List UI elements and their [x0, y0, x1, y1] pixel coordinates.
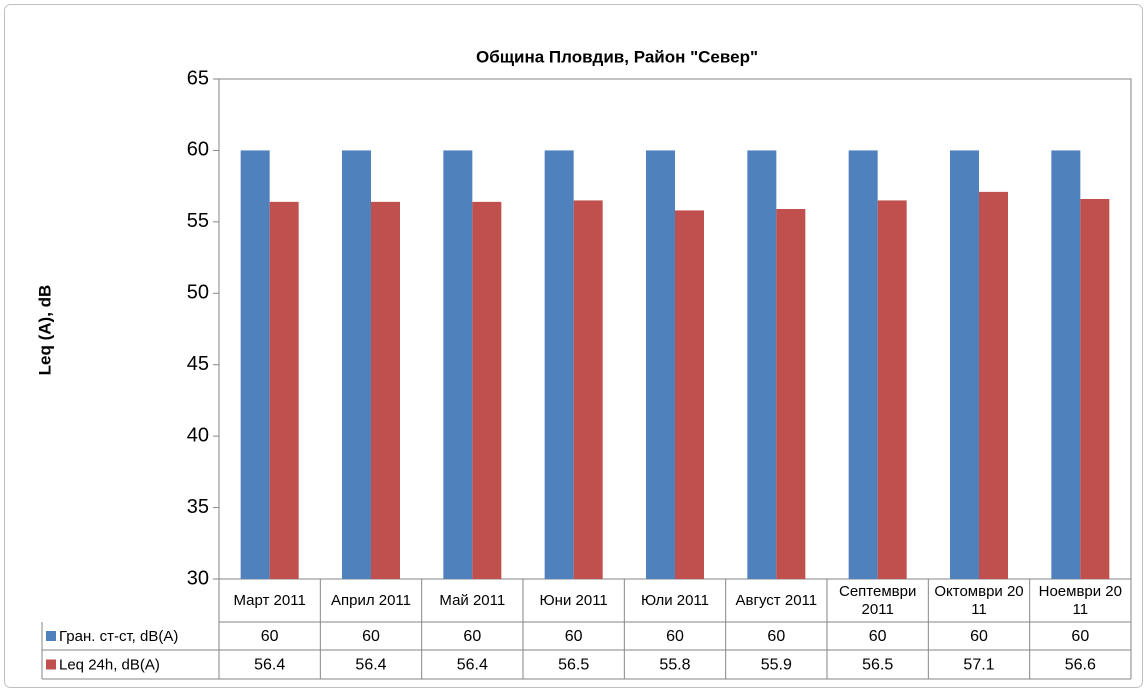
bar: [573, 200, 603, 579]
x-tick-label: Октомври 2011: [934, 582, 1024, 618]
bar: [269, 201, 299, 579]
bar: [747, 150, 777, 579]
y-tick-label: 60: [187, 139, 209, 161]
legend-key: [46, 659, 56, 670]
x-category-cell: Септември 2011: [838, 582, 917, 618]
table-value: 60: [261, 628, 279, 645]
x-category-cell: Юни 2011: [539, 591, 608, 609]
bar: [848, 150, 878, 579]
table-value: 60: [362, 628, 380, 645]
x-tick-label: Юни 2011: [539, 591, 608, 609]
table-value: 55.8: [659, 657, 690, 674]
table-value: 60: [767, 628, 785, 645]
x-category-cell: Май 2011: [439, 591, 506, 609]
legend-key: [46, 631, 56, 641]
x-tick-label: Април 2011: [330, 591, 411, 609]
y-axis-title: Leq (A), dB: [35, 285, 54, 376]
y-tick-label: 40: [187, 424, 209, 446]
chart-title: Община Пловдив, Район "Север": [476, 47, 758, 66]
bar: [472, 201, 502, 579]
bar: [1080, 199, 1110, 579]
x-category-cell: Август 2011: [735, 591, 818, 609]
x-category-cell: Ноември 2011: [1038, 582, 1122, 618]
table-value: 60: [666, 628, 684, 645]
bar: [675, 210, 704, 579]
y-tick-label: 50: [187, 282, 209, 304]
table-value: 60: [565, 628, 583, 645]
table-value: 56.4: [457, 657, 488, 674]
bar: [371, 201, 400, 579]
bar: [979, 191, 1008, 579]
x-tick-label: Май 2011: [439, 591, 506, 609]
x-category-cell: Юли 2011: [640, 591, 710, 609]
x-tick-label: Ноември 2011: [1038, 582, 1122, 618]
legend-label: Гран. ст-ст, dB(A): [59, 628, 178, 645]
bar: [776, 209, 806, 579]
y-tick-label: 45: [187, 353, 209, 375]
x-tick-label: Август 2011: [735, 591, 818, 609]
y-tick-label: 30: [187, 567, 209, 589]
x-tick-label: Септември 2011: [838, 582, 917, 618]
y-tick-label: 65: [187, 67, 209, 89]
table-value: 56.4: [254, 657, 285, 674]
table-value: 55.9: [761, 657, 792, 674]
bar: [950, 150, 979, 579]
bar: [877, 200, 907, 579]
x-category-cell: Април 2011: [330, 591, 411, 609]
bar: [342, 150, 371, 579]
legend-label: Leq 24h, dB(A): [59, 656, 160, 673]
y-tick-label: 55: [187, 210, 209, 232]
table-value: 56.4: [355, 657, 386, 674]
bar: [443, 150, 473, 579]
table-value: 56.6: [1065, 657, 1096, 674]
y-tick-label: 35: [187, 496, 209, 518]
bar: [240, 150, 270, 579]
x-tick-label: Март 2011: [233, 591, 306, 609]
x-category-cell: Март 2011: [233, 591, 306, 609]
bar: [1051, 150, 1081, 579]
table-value: 57.1: [963, 657, 994, 674]
x-category-cell: Октомври 2011: [934, 582, 1024, 618]
bar: [646, 150, 675, 579]
table-value: 56.5: [558, 657, 589, 674]
table-value: 56.5: [862, 657, 893, 674]
table-value: 60: [1071, 628, 1089, 645]
table-value: 60: [869, 628, 887, 645]
table-value: 60: [463, 628, 481, 645]
bar: [544, 150, 574, 579]
table-value: 60: [970, 628, 988, 645]
x-tick-label: Юли 2011: [640, 591, 710, 609]
